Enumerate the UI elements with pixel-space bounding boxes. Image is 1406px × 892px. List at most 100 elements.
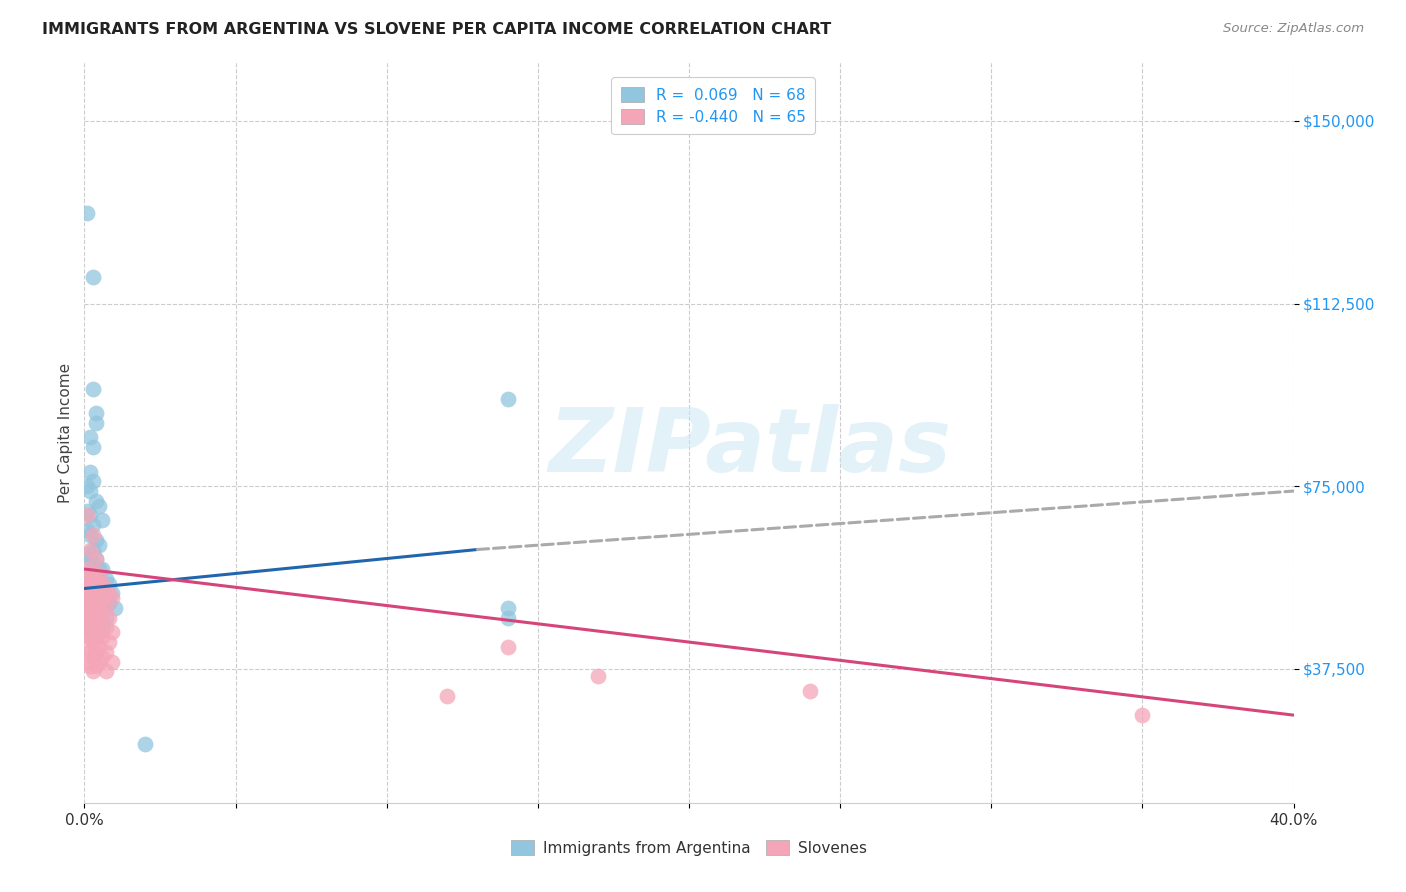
Point [588, 669, 610, 683]
Point [76, 582, 98, 596]
Point [91, 562, 114, 576]
Point [82, 620, 104, 634]
Point [82, 269, 104, 284]
Text: IMMIGRANTS FROM ARGENTINA VS SLOVENE PER CAPITA INCOME CORRELATION CHART: IMMIGRANTS FROM ARGENTINA VS SLOVENE PER… [42, 22, 831, 37]
Point [94, 610, 117, 624]
Point [97, 610, 120, 624]
Point [86, 630, 108, 644]
Point [496, 392, 519, 406]
Point [89, 596, 111, 610]
Point [104, 601, 127, 615]
Point [86, 601, 108, 615]
Text: ZIPatlas: ZIPatlas [548, 404, 950, 491]
Point [89, 655, 111, 669]
Point [91, 606, 114, 620]
Point [91, 630, 114, 644]
Point [76, 206, 98, 220]
Point [79, 582, 101, 596]
Point [76, 576, 98, 591]
Point [79, 552, 101, 566]
Point [82, 591, 104, 606]
Point [82, 582, 104, 596]
Point [86, 552, 108, 566]
Point [89, 640, 111, 654]
Point [89, 596, 111, 610]
Point [89, 610, 111, 624]
Point [94, 572, 117, 586]
Point [86, 659, 108, 673]
Point [82, 528, 104, 542]
Point [79, 566, 101, 581]
Point [86, 586, 108, 600]
Point [94, 582, 117, 596]
Point [97, 586, 120, 600]
Point [94, 645, 117, 659]
Point [82, 518, 104, 533]
Point [86, 566, 108, 581]
Point [97, 635, 120, 649]
Point [89, 610, 111, 624]
Point [496, 610, 519, 624]
Point [79, 465, 101, 479]
Point [82, 606, 104, 620]
Point [76, 625, 98, 640]
Point [79, 591, 101, 606]
Point [79, 430, 101, 444]
Point [86, 406, 108, 420]
Point [94, 601, 117, 615]
Point [94, 665, 117, 679]
Point [79, 572, 101, 586]
Point [79, 508, 101, 523]
Point [94, 620, 117, 634]
Point [76, 508, 98, 523]
Point [1130, 708, 1153, 723]
Point [134, 737, 156, 751]
Point [79, 659, 101, 673]
Point [79, 484, 101, 499]
Point [86, 572, 108, 586]
Point [94, 591, 117, 606]
Point [82, 576, 104, 591]
Point [82, 382, 104, 396]
Point [89, 582, 111, 596]
Point [79, 630, 101, 644]
Point [76, 601, 98, 615]
Point [82, 475, 104, 489]
Point [79, 620, 101, 634]
Point [82, 665, 104, 679]
Point [79, 528, 101, 542]
Point [97, 596, 120, 610]
Point [76, 615, 98, 630]
Point [86, 416, 108, 430]
Point [79, 596, 101, 610]
Point [89, 562, 111, 576]
Point [79, 601, 101, 615]
Point [496, 601, 519, 615]
Point [91, 576, 114, 591]
Point [86, 586, 108, 600]
Point [86, 615, 108, 630]
Point [76, 640, 98, 654]
Point [100, 655, 122, 669]
Point [76, 503, 98, 517]
Point [76, 586, 98, 600]
Point [86, 615, 108, 630]
Point [79, 586, 101, 600]
Point [86, 601, 108, 615]
Point [76, 655, 98, 669]
Point [79, 625, 101, 640]
Point [82, 440, 104, 454]
Point [76, 596, 98, 610]
Point [76, 523, 98, 537]
Point [76, 606, 98, 620]
Point [436, 689, 458, 703]
Point [82, 649, 104, 664]
Point [91, 586, 114, 600]
Point [86, 552, 108, 566]
Point [91, 513, 114, 527]
Point [100, 591, 122, 606]
Point [100, 625, 122, 640]
Legend: Immigrants from Argentina, Slovenes: Immigrants from Argentina, Slovenes [505, 834, 873, 862]
Point [82, 635, 104, 649]
Point [86, 645, 108, 659]
